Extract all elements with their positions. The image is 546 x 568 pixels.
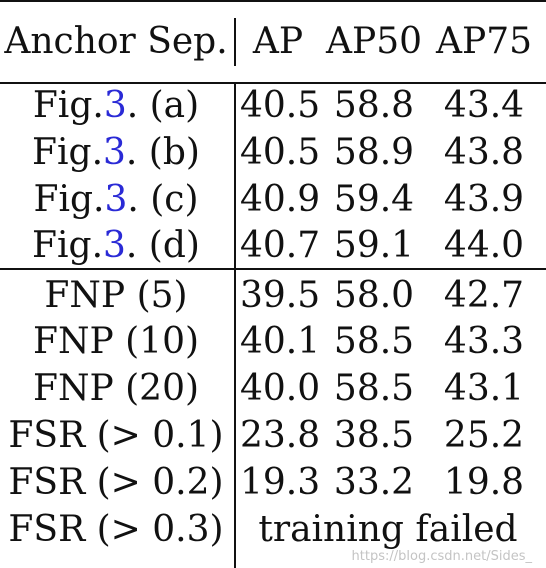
figure-ref-link[interactable]: 3	[103, 85, 127, 126]
cell-ap50: 33.2	[333, 462, 415, 503]
cell-ap: 19.3	[240, 462, 321, 503]
cell-ap: 40.5	[240, 132, 321, 173]
header-ap50: AP50	[326, 21, 423, 62]
figure-ref-link[interactable]: 3	[104, 179, 128, 220]
fig-prefix: Fig.	[32, 132, 104, 173]
cell-ap75: 43.9	[443, 179, 525, 220]
column-divider	[234, 18, 236, 66]
row-label: Fig.3. (d)	[0, 223, 232, 269]
row-label: FNP (10)	[32, 321, 200, 362]
training-failed-cell: training failed	[258, 509, 518, 550]
fig-prefix: Fig.	[33, 179, 105, 220]
fig-prefix: Fig.	[32, 225, 104, 266]
cell-ap75: 43.1	[443, 368, 525, 409]
cell-ap50: 58.5	[333, 368, 415, 409]
cell-ap: 23.8	[240, 415, 321, 456]
fig-suffix: . (d)	[125, 225, 200, 266]
cell-ap: 40.7	[240, 225, 321, 266]
cell-ap75: 44.0	[443, 225, 525, 266]
row-label: FNP (5)	[44, 275, 188, 316]
cell-ap: 40.1	[240, 321, 321, 362]
figure-ref-link[interactable]: 3	[103, 225, 126, 266]
row-label: FSR (> 0.3)	[8, 509, 224, 550]
fig-suffix: . (c)	[127, 179, 199, 220]
top-rule	[0, 0, 546, 2]
cell-ap75: 25.2	[443, 415, 525, 456]
column-divider	[234, 84, 236, 568]
cell-ap75: 43.4	[443, 85, 525, 126]
header-rule	[0, 82, 546, 84]
row-label: Fig.3. (a)	[0, 83, 232, 129]
cell-ap: 40.0	[240, 368, 321, 409]
cell-ap75: 42.7	[443, 275, 525, 316]
cell-ap50: 58.0	[333, 275, 415, 316]
cell-ap50: 59.4	[333, 179, 415, 220]
figure-ref-link[interactable]: 3	[103, 132, 126, 173]
cell-ap: 40.9	[240, 179, 321, 220]
row-label: Fig.3. (b)	[0, 130, 232, 176]
cell-ap50: 58.9	[333, 132, 415, 173]
cell-ap50: 58.8	[333, 85, 415, 126]
watermark: https://blog.csdn.net/Sides_	[351, 549, 532, 564]
cell-ap: 39.5	[240, 275, 321, 316]
row-label: FSR (> 0.2)	[8, 462, 224, 503]
fig-prefix: Fig.	[32, 85, 104, 126]
fig-suffix: . (b)	[125, 132, 200, 173]
cell-ap75: 19.8	[443, 462, 525, 503]
row-label: Fig.3. (c)	[0, 177, 232, 223]
row-label: FSR (> 0.1)	[8, 415, 224, 456]
fig-suffix: . (a)	[126, 85, 200, 126]
header-ap: AP	[252, 21, 304, 62]
cell-ap75: 43.3	[443, 321, 525, 362]
header-anchor-sep: Anchor Sep.	[4, 21, 228, 62]
group-rule	[0, 268, 546, 270]
row-label: FNP (20)	[32, 368, 200, 409]
cell-ap: 40.5	[240, 85, 321, 126]
cell-ap50: 58.5	[333, 321, 415, 362]
cell-ap50: 59.1	[333, 225, 415, 266]
cell-ap75: 43.8	[443, 132, 525, 173]
header-ap75: AP75	[435, 21, 533, 62]
cell-ap50: 38.5	[333, 415, 415, 456]
